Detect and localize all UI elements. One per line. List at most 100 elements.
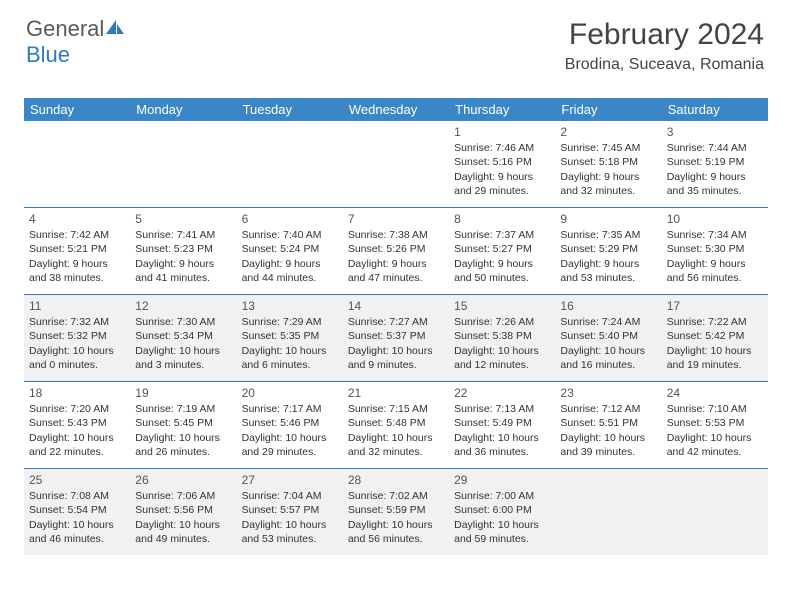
daylight-text: Daylight: 10 hours and 0 minutes. (29, 344, 125, 372)
daylight-text: Daylight: 10 hours and 22 minutes. (29, 431, 125, 459)
day-cell: 26Sunrise: 7:06 AMSunset: 5:56 PMDayligh… (130, 469, 236, 555)
title-block: February 2024 Brodina, Suceava, Romania (565, 18, 764, 74)
daylight-text: Daylight: 10 hours and 3 minutes. (135, 344, 231, 372)
day-cell: 16Sunrise: 7:24 AMSunset: 5:40 PMDayligh… (555, 295, 661, 381)
day-cell: 17Sunrise: 7:22 AMSunset: 5:42 PMDayligh… (662, 295, 768, 381)
week-row: 4Sunrise: 7:42 AMSunset: 5:21 PMDaylight… (24, 207, 768, 294)
sunrise-text: Sunrise: 7:44 AM (667, 141, 763, 155)
day-cell: 20Sunrise: 7:17 AMSunset: 5:46 PMDayligh… (237, 382, 343, 468)
daylight-text: Daylight: 10 hours and 12 minutes. (454, 344, 550, 372)
day-cell: 23Sunrise: 7:12 AMSunset: 5:51 PMDayligh… (555, 382, 661, 468)
day-cell: 12Sunrise: 7:30 AMSunset: 5:34 PMDayligh… (130, 295, 236, 381)
logo-text-2: Blue (26, 42, 70, 67)
sunset-text: Sunset: 5:21 PM (29, 242, 125, 256)
sunset-text: Sunset: 5:38 PM (454, 329, 550, 343)
daylight-text: Daylight: 10 hours and 49 minutes. (135, 518, 231, 546)
day-number: 2 (560, 124, 656, 140)
sunset-text: Sunset: 6:00 PM (454, 503, 550, 517)
day-number: 13 (242, 298, 338, 314)
day-cell: 14Sunrise: 7:27 AMSunset: 5:37 PMDayligh… (343, 295, 449, 381)
day-number: 24 (667, 385, 763, 401)
daylight-text: Daylight: 9 hours and 35 minutes. (667, 170, 763, 198)
sunrise-text: Sunrise: 7:12 AM (560, 402, 656, 416)
sunrise-text: Sunrise: 7:45 AM (560, 141, 656, 155)
day-cell: 22Sunrise: 7:13 AMSunset: 5:49 PMDayligh… (449, 382, 555, 468)
daylight-text: Daylight: 9 hours and 32 minutes. (560, 170, 656, 198)
sunset-text: Sunset: 5:40 PM (560, 329, 656, 343)
sunrise-text: Sunrise: 7:42 AM (29, 228, 125, 242)
sunrise-text: Sunrise: 7:27 AM (348, 315, 444, 329)
daylight-text: Daylight: 10 hours and 36 minutes. (454, 431, 550, 459)
sunrise-text: Sunrise: 7:40 AM (242, 228, 338, 242)
sunrise-text: Sunrise: 7:19 AM (135, 402, 231, 416)
day-cell: 19Sunrise: 7:19 AMSunset: 5:45 PMDayligh… (130, 382, 236, 468)
sunset-text: Sunset: 5:35 PM (242, 329, 338, 343)
day-cell: 2Sunrise: 7:45 AMSunset: 5:18 PMDaylight… (555, 121, 661, 207)
daylight-text: Daylight: 10 hours and 56 minutes. (348, 518, 444, 546)
daylight-text: Daylight: 9 hours and 41 minutes. (135, 257, 231, 285)
day-cell: 9Sunrise: 7:35 AMSunset: 5:29 PMDaylight… (555, 208, 661, 294)
day-cell: 25Sunrise: 7:08 AMSunset: 5:54 PMDayligh… (24, 469, 130, 555)
day-cell (343, 121, 449, 207)
sunset-text: Sunset: 5:46 PM (242, 416, 338, 430)
sunset-text: Sunset: 5:34 PM (135, 329, 231, 343)
sunset-text: Sunset: 5:49 PM (454, 416, 550, 430)
day-cell: 15Sunrise: 7:26 AMSunset: 5:38 PMDayligh… (449, 295, 555, 381)
daylight-text: Daylight: 10 hours and 39 minutes. (560, 431, 656, 459)
sunrise-text: Sunrise: 7:41 AM (135, 228, 231, 242)
day-number: 26 (135, 472, 231, 488)
day-cell: 5Sunrise: 7:41 AMSunset: 5:23 PMDaylight… (130, 208, 236, 294)
daylight-text: Daylight: 9 hours and 53 minutes. (560, 257, 656, 285)
day-cell (24, 121, 130, 207)
daylight-text: Daylight: 9 hours and 38 minutes. (29, 257, 125, 285)
day-cell: 7Sunrise: 7:38 AMSunset: 5:26 PMDaylight… (343, 208, 449, 294)
sunrise-text: Sunrise: 7:10 AM (667, 402, 763, 416)
day-number: 28 (348, 472, 444, 488)
day-number: 25 (29, 472, 125, 488)
week-row: 1Sunrise: 7:46 AMSunset: 5:16 PMDaylight… (24, 121, 768, 207)
weekday-header-row: Sunday Monday Tuesday Wednesday Thursday… (24, 98, 768, 121)
sunset-text: Sunset: 5:42 PM (667, 329, 763, 343)
day-number: 22 (454, 385, 550, 401)
sunrise-text: Sunrise: 7:20 AM (29, 402, 125, 416)
sunrise-text: Sunrise: 7:35 AM (560, 228, 656, 242)
sunrise-text: Sunrise: 7:22 AM (667, 315, 763, 329)
sunrise-text: Sunrise: 7:38 AM (348, 228, 444, 242)
day-cell: 18Sunrise: 7:20 AMSunset: 5:43 PMDayligh… (24, 382, 130, 468)
daylight-text: Daylight: 9 hours and 47 minutes. (348, 257, 444, 285)
daylight-text: Daylight: 9 hours and 56 minutes. (667, 257, 763, 285)
daylight-text: Daylight: 10 hours and 29 minutes. (242, 431, 338, 459)
sunrise-text: Sunrise: 7:15 AM (348, 402, 444, 416)
sunrise-text: Sunrise: 7:04 AM (242, 489, 338, 503)
sunrise-text: Sunrise: 7:30 AM (135, 315, 231, 329)
day-number: 8 (454, 211, 550, 227)
week-row: 18Sunrise: 7:20 AMSunset: 5:43 PMDayligh… (24, 381, 768, 468)
sunset-text: Sunset: 5:48 PM (348, 416, 444, 430)
weekday-label: Wednesday (343, 98, 449, 121)
day-number: 19 (135, 385, 231, 401)
sunset-text: Sunset: 5:23 PM (135, 242, 231, 256)
sunset-text: Sunset: 5:56 PM (135, 503, 231, 517)
sunset-text: Sunset: 5:54 PM (29, 503, 125, 517)
sunrise-text: Sunrise: 7:24 AM (560, 315, 656, 329)
day-number: 17 (667, 298, 763, 314)
day-number: 3 (667, 124, 763, 140)
sunrise-text: Sunrise: 7:46 AM (454, 141, 550, 155)
day-number: 21 (348, 385, 444, 401)
weekday-label: Monday (130, 98, 236, 121)
day-number: 11 (29, 298, 125, 314)
sunset-text: Sunset: 5:53 PM (667, 416, 763, 430)
day-cell: 8Sunrise: 7:37 AMSunset: 5:27 PMDaylight… (449, 208, 555, 294)
day-number: 7 (348, 211, 444, 227)
weekday-label: Sunday (24, 98, 130, 121)
sunset-text: Sunset: 5:27 PM (454, 242, 550, 256)
sunset-text: Sunset: 5:37 PM (348, 329, 444, 343)
day-cell: 1Sunrise: 7:46 AMSunset: 5:16 PMDaylight… (449, 121, 555, 207)
daylight-text: Daylight: 10 hours and 32 minutes. (348, 431, 444, 459)
daylight-text: Daylight: 10 hours and 59 minutes. (454, 518, 550, 546)
sunset-text: Sunset: 5:59 PM (348, 503, 444, 517)
sunset-text: Sunset: 5:26 PM (348, 242, 444, 256)
location-subtitle: Brodina, Suceava, Romania (565, 56, 764, 74)
day-number: 6 (242, 211, 338, 227)
sunset-text: Sunset: 5:45 PM (135, 416, 231, 430)
